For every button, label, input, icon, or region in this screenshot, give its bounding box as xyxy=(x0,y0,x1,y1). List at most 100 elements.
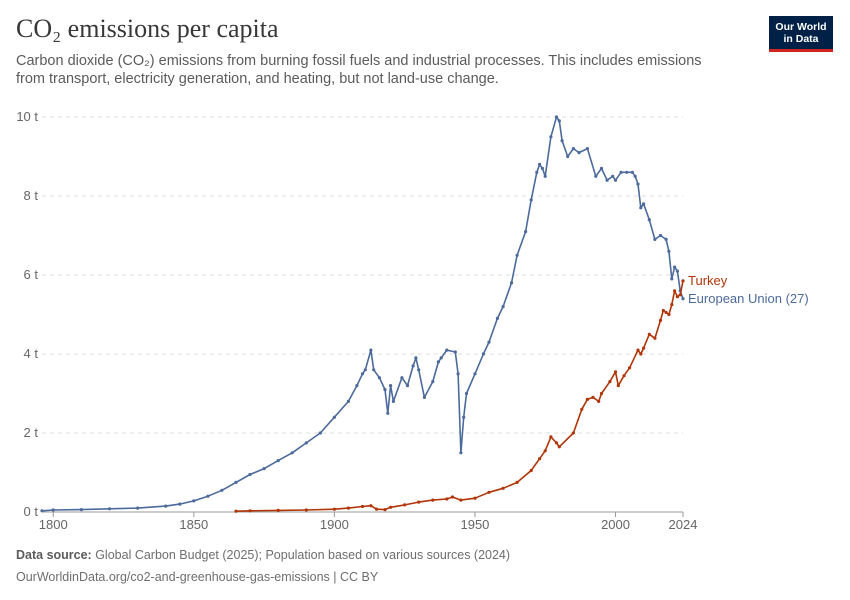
data-point-european-union-27 xyxy=(178,502,182,506)
data-point-european-union-27 xyxy=(611,174,615,178)
data-point-turkey xyxy=(664,310,668,315)
data-point-european-union-27 xyxy=(594,174,598,178)
data-point-european-union-27 xyxy=(363,368,367,372)
data-point-european-union-27 xyxy=(599,166,604,170)
data-point-turkey xyxy=(360,504,365,509)
data-point-turkey xyxy=(554,441,559,445)
data-point-european-union-27 xyxy=(456,372,460,376)
data-point-european-union-27 xyxy=(262,467,266,471)
data-point-european-union-27 xyxy=(495,316,499,320)
data-point-european-union-27 xyxy=(613,178,618,182)
data-point-turkey xyxy=(616,384,620,388)
data-source-text: Global Carbon Budget (2025); Population … xyxy=(91,548,511,562)
data-point-european-union-27 xyxy=(386,411,390,415)
data-point-turkey xyxy=(529,468,533,473)
data-point-european-union-27 xyxy=(206,494,210,498)
data-point-turkey xyxy=(642,346,646,350)
axes: 0 t 2 t 4 t 6 t 8 t 10 t 1800 1850 1900 1950 2000 2… xyxy=(16,109,697,532)
data-point-turkey xyxy=(445,497,449,501)
data-point-turkey xyxy=(276,508,280,512)
data-point-turkey xyxy=(431,498,435,502)
data-point-european-union-27 xyxy=(577,151,581,155)
data-point-european-union-27 xyxy=(439,356,443,360)
data-point-turkey xyxy=(661,308,665,313)
data-point-turkey xyxy=(501,486,505,490)
data-point-european-union-27 xyxy=(630,170,635,174)
data-point-european-union-27 xyxy=(664,237,668,241)
data-point-turkey xyxy=(658,318,663,322)
data-point-european-union-27 xyxy=(501,305,505,309)
data-point-turkey xyxy=(639,352,643,356)
series-lines xyxy=(40,115,685,513)
data-point-european-union-27 xyxy=(391,399,395,403)
series-line-turkey xyxy=(235,280,684,512)
data-point-european-union-27 xyxy=(473,372,477,376)
data-point-european-union-27 xyxy=(40,509,44,513)
data-point-european-union-27 xyxy=(436,360,440,364)
owid-logo[interactable]: Our World in Data xyxy=(769,16,833,52)
data-point-european-union-27 xyxy=(515,253,519,257)
data-point-european-union-27 xyxy=(431,380,435,384)
data-point-european-union-27 xyxy=(605,178,609,182)
data-point-european-union-27 xyxy=(417,368,421,372)
chart-subtitle: Carbon dioxide (CO₂) emissions from burn… xyxy=(16,53,702,87)
x-tick-label: 2000 xyxy=(601,517,630,532)
data-point-turkey xyxy=(667,312,671,317)
data-point-turkey xyxy=(450,495,455,499)
data-point-european-union-27 xyxy=(453,350,457,354)
data-point-european-union-27 xyxy=(304,441,308,445)
data-point-european-union-27 xyxy=(642,202,646,206)
data-point-european-union-27 xyxy=(524,230,528,234)
data-point-european-union-27 xyxy=(658,233,663,238)
data-point-european-union-27 xyxy=(383,388,387,392)
data-point-european-union-27 xyxy=(560,139,564,143)
data-point-turkey xyxy=(653,336,657,340)
data-point-european-union-27 xyxy=(464,391,469,396)
data-point-turkey xyxy=(628,366,632,370)
data-point-european-union-27 xyxy=(540,166,545,170)
data-point-turkey xyxy=(417,500,421,504)
data-point-turkey xyxy=(580,407,584,411)
y-tick-label: 8 t xyxy=(24,188,39,203)
data-point-turkey xyxy=(487,490,491,494)
data-point-turkey xyxy=(670,303,674,307)
x-tick-label: 1850 xyxy=(179,517,208,532)
data-point-european-union-27 xyxy=(372,368,376,372)
footer-url[interactable]: OurWorldinData.org/co2-and-greenhouse-ga… xyxy=(16,570,379,584)
data-point-european-union-27 xyxy=(248,472,252,477)
data-point-european-union-27 xyxy=(107,507,112,511)
data-point-turkey xyxy=(622,374,626,378)
y-tick-label: 4 t xyxy=(24,346,39,361)
data-point-european-union-27 xyxy=(405,384,410,388)
data-point-turkey xyxy=(515,480,519,484)
data-point-turkey xyxy=(375,507,379,511)
grid-lines xyxy=(42,116,683,434)
data-point-european-union-27 xyxy=(234,480,238,484)
data-point-european-union-27 xyxy=(571,147,576,151)
data-point-european-union-27 xyxy=(355,384,359,388)
data-point-european-union-27 xyxy=(414,356,418,360)
data-point-european-union-27 xyxy=(332,415,336,419)
data-point-european-union-27 xyxy=(670,277,674,281)
series-label-european-union-27: European Union (27) xyxy=(688,291,809,306)
data-point-european-union-27 xyxy=(462,415,466,419)
data-point-european-union-27 xyxy=(422,395,426,399)
data-point-turkey xyxy=(383,508,387,512)
y-tick-label: 2 t xyxy=(24,425,39,440)
data-point-european-union-27 xyxy=(290,451,294,455)
data-point-turkey xyxy=(678,293,682,297)
data-point-turkey xyxy=(597,399,601,403)
data-point-turkey xyxy=(473,496,477,500)
data-point-turkey xyxy=(248,509,252,513)
data-point-turkey xyxy=(673,289,677,293)
data-point-turkey xyxy=(681,279,685,283)
data-point-european-union-27 xyxy=(636,182,640,186)
data-point-turkey xyxy=(234,509,238,513)
data-point-european-union-27 xyxy=(633,174,637,178)
data-point-european-union-27 xyxy=(360,372,365,376)
data-point-turkey xyxy=(543,449,547,453)
data-point-european-union-27 xyxy=(673,265,677,269)
data-point-european-union-27 xyxy=(481,352,485,356)
logo-line-1: Our World xyxy=(775,21,827,33)
